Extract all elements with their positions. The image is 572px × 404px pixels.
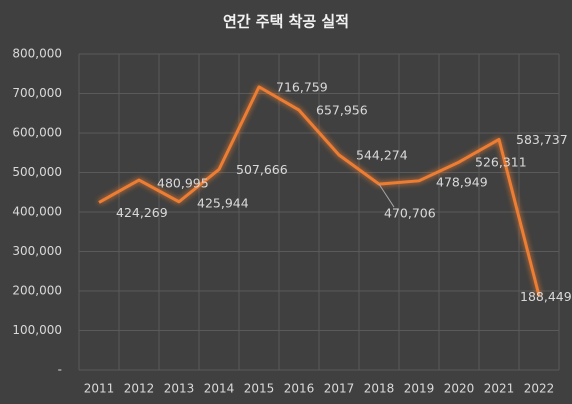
data-label: 424,269 xyxy=(116,205,168,220)
data-label: 716,759 xyxy=(276,79,328,94)
y-tick-label: - xyxy=(58,363,62,377)
x-tick-label: 2015 xyxy=(244,382,275,396)
y-tick-label: 300,000 xyxy=(12,244,62,258)
x-tick-label: 2020 xyxy=(444,382,475,396)
data-label: 657,956 xyxy=(316,103,368,118)
y-tick-label: 700,000 xyxy=(12,86,62,100)
line xyxy=(98,85,541,296)
leader-line xyxy=(378,183,395,208)
data-label: 478,949 xyxy=(436,174,488,189)
data-label: 583,737 xyxy=(516,132,568,147)
y-tick-label: 500,000 xyxy=(12,165,62,179)
x-tick-label: 2021 xyxy=(484,382,515,396)
y-tick-label: 400,000 xyxy=(12,205,62,219)
chart-title: 연간 주택 착공 실적 xyxy=(223,13,349,31)
x-tick-label: 2014 xyxy=(204,382,235,396)
y-tick-label: 800,000 xyxy=(12,47,62,61)
data-label: 470,706 xyxy=(384,206,436,221)
x-tick-label: 2016 xyxy=(284,382,315,396)
x-tick-label: 2017 xyxy=(324,382,355,396)
data-label: 507,666 xyxy=(236,162,288,177)
x-tick-label: 2022 xyxy=(524,382,555,396)
x-tick-label: 2011 xyxy=(84,382,115,396)
x-tick-label: 2013 xyxy=(164,382,195,396)
data-label: 526,311 xyxy=(475,155,527,170)
data-label: 544,274 xyxy=(356,148,408,163)
y-tick-label: 600,000 xyxy=(12,126,62,140)
data-label: 480,995 xyxy=(157,176,209,191)
x-tick-label: 2018 xyxy=(364,382,395,396)
data-label: 425,944 xyxy=(197,195,249,210)
x-tick-label: 2019 xyxy=(404,382,435,396)
y-tick-label: 200,000 xyxy=(12,284,62,298)
x-tick-label: 2012 xyxy=(124,382,155,396)
data-label: 188,449 xyxy=(520,289,572,304)
y-tick-label: 100,000 xyxy=(12,323,62,337)
